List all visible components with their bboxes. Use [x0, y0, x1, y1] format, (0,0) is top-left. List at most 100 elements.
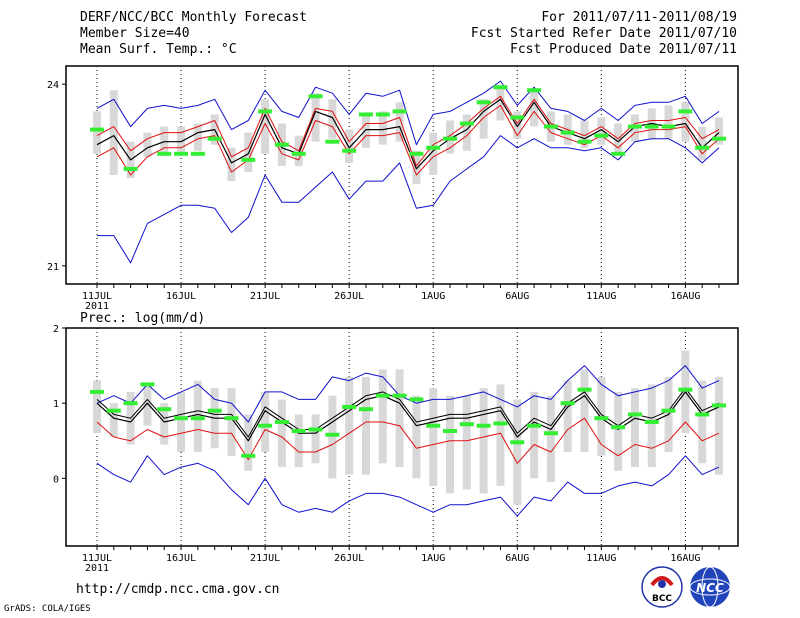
- spread-box: [311, 414, 320, 464]
- max-line: [96, 365, 720, 423]
- spread-box: [177, 126, 186, 154]
- spread-box: [513, 111, 522, 139]
- source-link[interactable]: http://cmdp.ncc.cma.gov.cn: [76, 582, 280, 597]
- observed-mark: [241, 453, 256, 458]
- spread-box: [277, 399, 286, 468]
- p90-line: [96, 95, 720, 167]
- spread-box: [93, 111, 101, 154]
- spread-box: [496, 87, 505, 121]
- observed-mark: [543, 431, 558, 436]
- spread-box: [580, 120, 589, 148]
- observed-mark: [291, 428, 306, 433]
- observed-mark: [543, 124, 558, 129]
- observed-mark: [106, 408, 121, 413]
- x-tick-label: 6AUG: [505, 291, 529, 302]
- ncc-logo-icon: NCC: [689, 566, 731, 608]
- spread-box: [530, 90, 539, 127]
- observed-mark: [123, 166, 138, 171]
- precip-axis-label: Prec.: log(mm/d): [80, 311, 205, 326]
- observed-mark: [459, 422, 474, 427]
- max-line: [96, 80, 720, 146]
- observed-mark: [678, 109, 693, 114]
- observed-mark: [291, 151, 306, 156]
- plot-frame: [65, 327, 739, 547]
- observed-mark: [560, 130, 575, 135]
- spread-box: [378, 369, 387, 464]
- observed-mark: [174, 416, 189, 421]
- spread-box: [328, 99, 337, 139]
- spread-box: [462, 114, 471, 151]
- observed-mark: [190, 416, 205, 421]
- spread-box: [93, 380, 101, 434]
- observed-mark: [493, 85, 508, 90]
- spread-box: [261, 99, 270, 154]
- header-right: For 2011/07/11-2011/08/19 Fcst Started Re…: [471, 10, 737, 58]
- spread-box: [361, 114, 370, 148]
- spread-box: [193, 123, 202, 151]
- spread-box: [395, 369, 404, 468]
- member-size: Member Size=40: [80, 26, 190, 41]
- x-tick-label: 1AUG: [421, 291, 445, 302]
- observed-mark: [712, 136, 726, 141]
- observed-mark: [409, 397, 424, 402]
- spread-box: [614, 391, 623, 471]
- observed-mark: [510, 115, 525, 120]
- forecast-title: DERF/NCC/BCC Monthly Forecast: [80, 10, 307, 25]
- spread-box: [244, 414, 253, 471]
- bcc-logo-text: BCC: [652, 594, 672, 604]
- variable-label: Mean Surf. Temp.: °C: [80, 42, 237, 57]
- spread-box: [664, 105, 673, 139]
- observed-mark: [493, 421, 508, 426]
- observed-mark: [678, 387, 693, 392]
- observed-mark: [375, 112, 390, 117]
- observed-mark: [443, 136, 458, 141]
- observed-mark: [174, 151, 189, 156]
- observed-mark: [241, 157, 256, 162]
- spread-box: [345, 376, 354, 475]
- observed-mark: [644, 419, 659, 424]
- x-tick-label: 21JUL: [250, 291, 280, 302]
- observed-mark: [392, 393, 407, 398]
- observed-mark: [476, 423, 491, 428]
- bcc-logo-icon: BCC: [641, 566, 683, 608]
- observed-mark: [527, 88, 542, 93]
- observed-mark: [274, 419, 289, 424]
- mean-upper-line: [96, 387, 720, 438]
- observed-mark: [258, 109, 273, 114]
- y-tick-label: 0: [53, 474, 59, 485]
- x-tick-label: 16JUL: [166, 553, 196, 564]
- spread-box: [715, 376, 723, 475]
- x-tick-label: 11AUG: [586, 553, 616, 564]
- spread-box: [294, 414, 303, 468]
- min-line: [97, 135, 720, 264]
- p10-line: [96, 417, 720, 464]
- spread-box: [328, 395, 337, 479]
- observed-mark: [695, 412, 710, 417]
- observed-mark: [661, 408, 676, 413]
- p10-line: [96, 104, 720, 176]
- observed-mark: [308, 427, 323, 432]
- x-tick-label: 11AUG: [586, 291, 616, 302]
- observed-mark: [611, 151, 626, 156]
- spread-box: [143, 384, 152, 426]
- min-line: [96, 455, 720, 517]
- observed-mark: [258, 423, 273, 428]
- spread-box: [412, 395, 421, 479]
- spread-box: [681, 102, 690, 142]
- ensemble-mean-line: [96, 98, 720, 170]
- observed-mark: [274, 142, 289, 147]
- y-tick-label: 21: [47, 262, 59, 273]
- observed-mark: [308, 94, 323, 99]
- spread-box: [698, 126, 707, 160]
- observed-mark: [594, 416, 609, 421]
- spread-box: [261, 391, 270, 453]
- precipitation-panel: 0 1 2 11JUL 16JUL 21JUL 26JUL 1AUG 6AUG 11AUG 16AU…: [53, 311, 739, 574]
- observed-mark: [90, 127, 104, 132]
- spread-box: [546, 395, 555, 483]
- forecast-period: For 2011/07/11-2011/08/19: [541, 10, 737, 25]
- observed-mark: [358, 407, 373, 412]
- observed-mark: [577, 139, 592, 144]
- x-tick-label: 11JUL: [82, 553, 112, 564]
- observed-mark: [527, 423, 542, 428]
